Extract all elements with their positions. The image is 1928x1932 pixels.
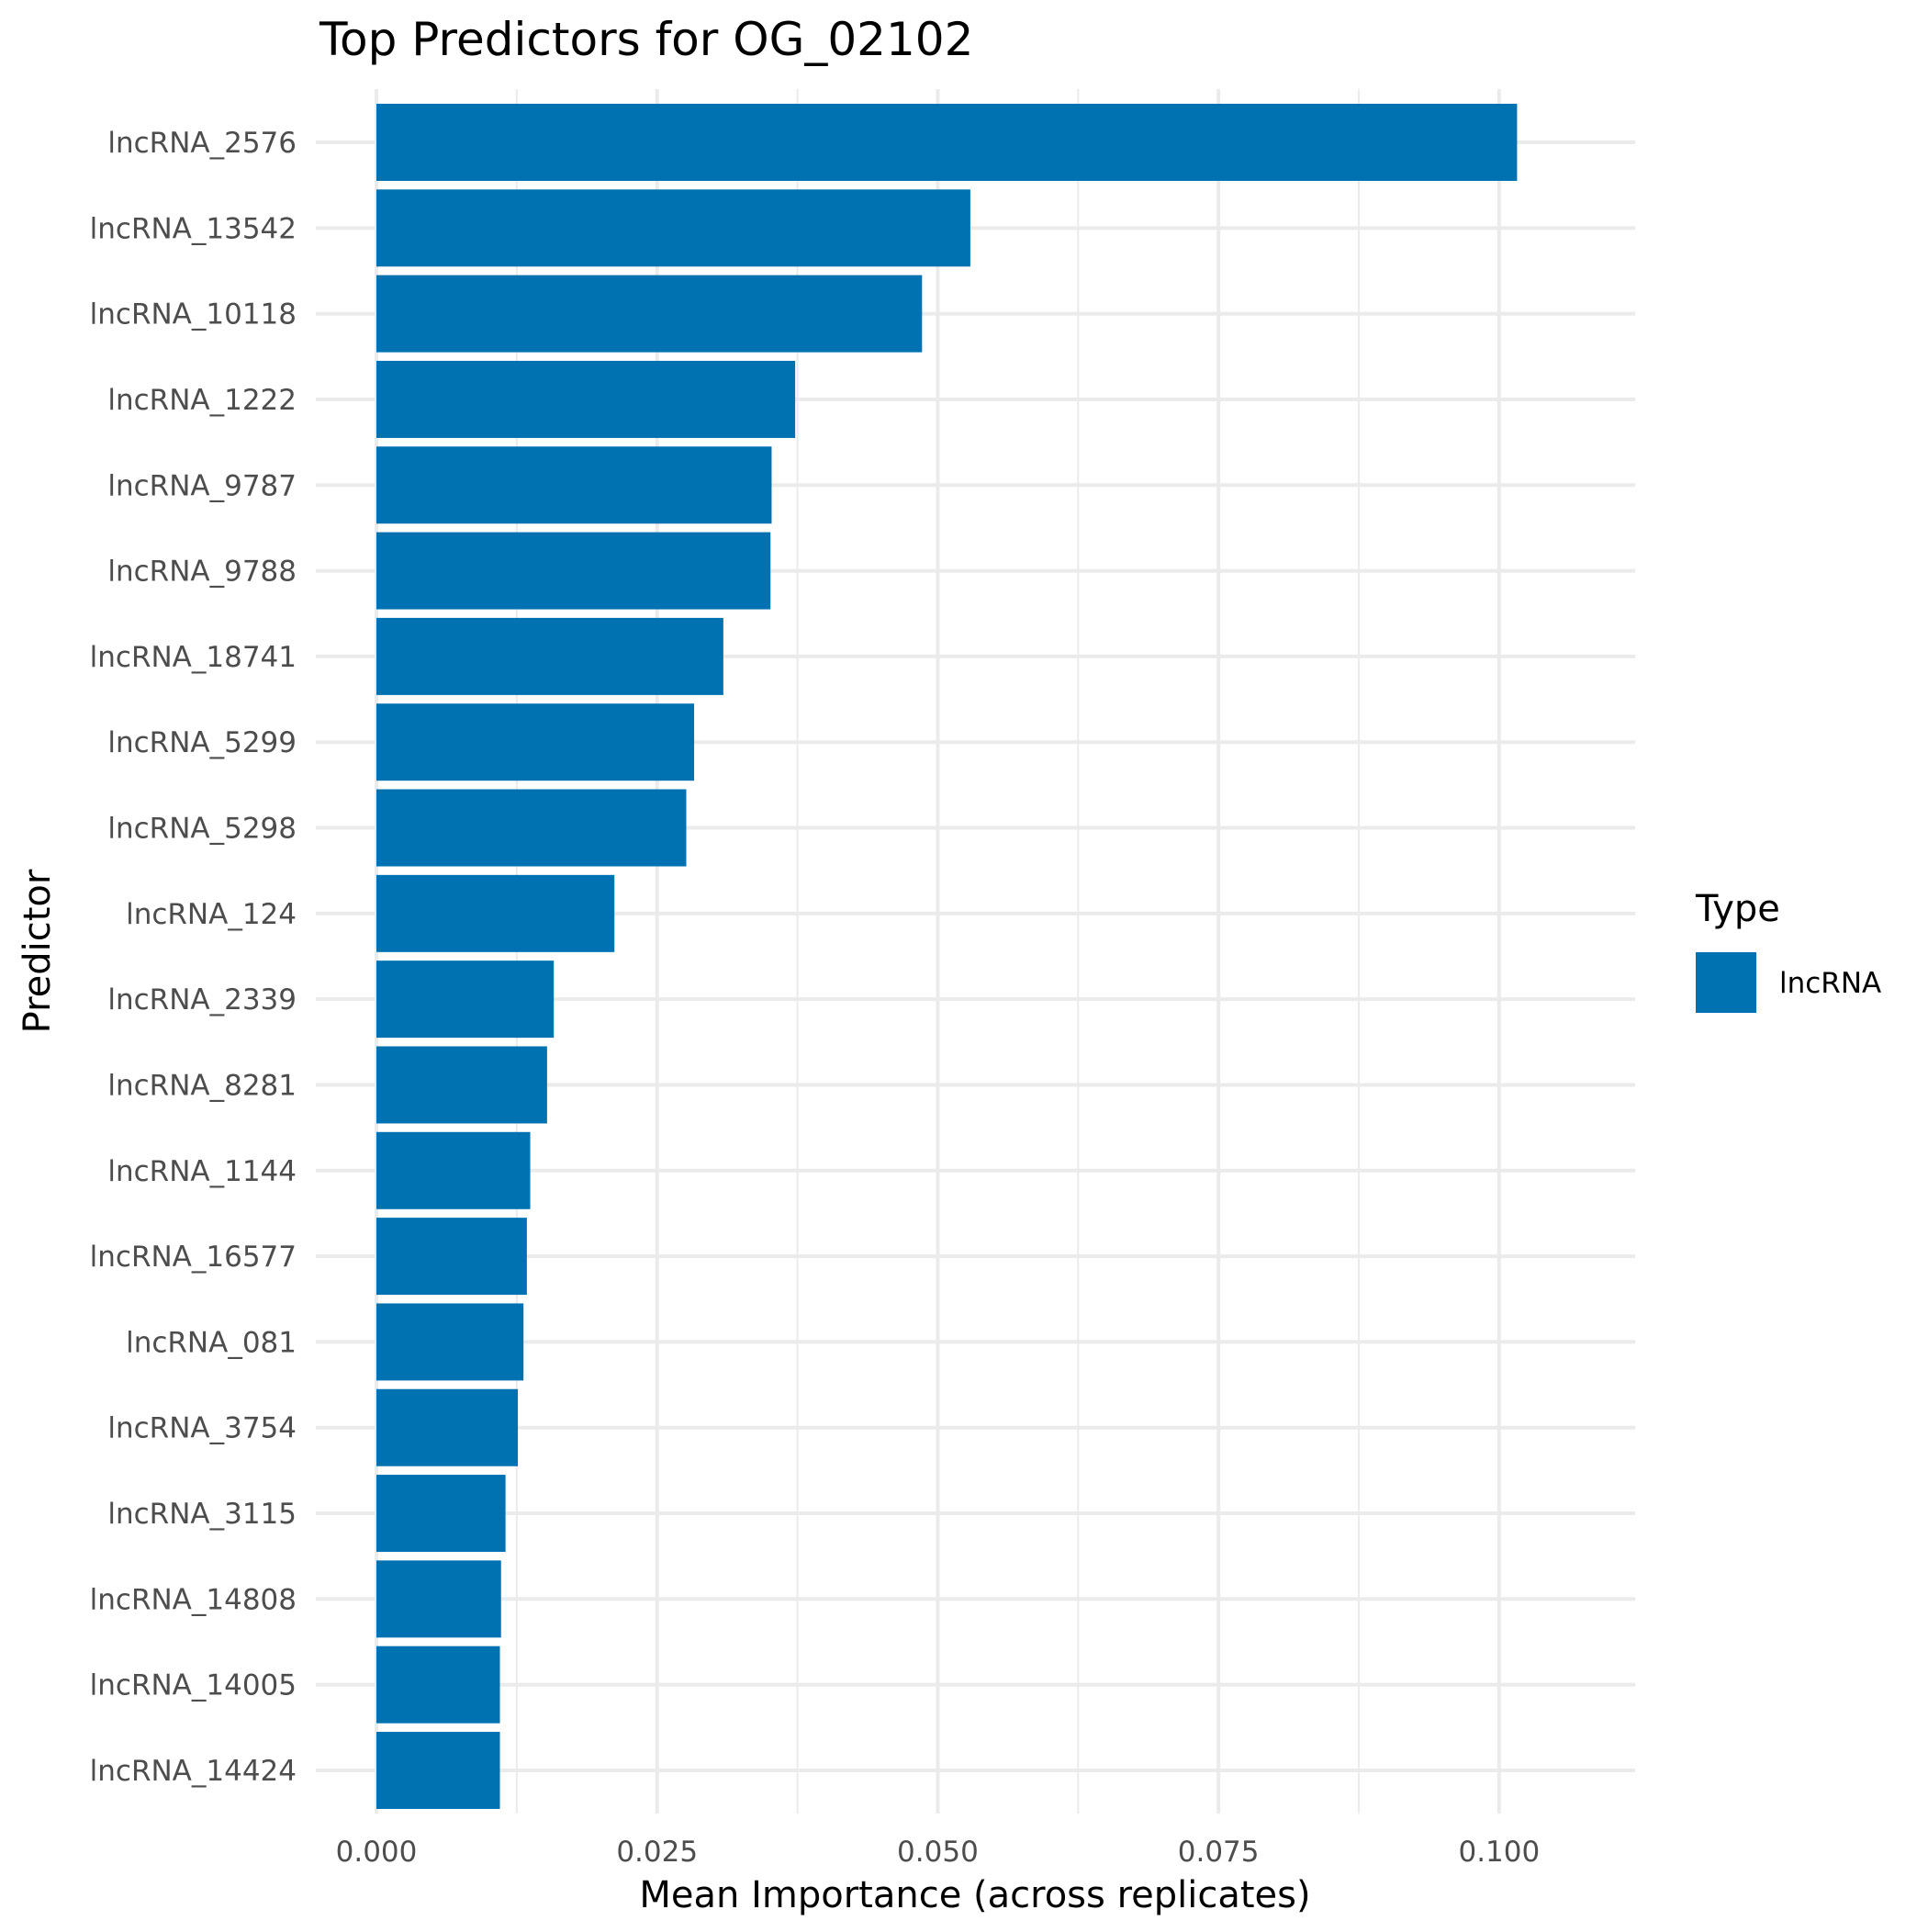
- bar-lncrna-18741: [376, 617, 723, 695]
- x-tick-label: 0.000: [336, 1836, 418, 1869]
- bar-lncrna-9788: [376, 532, 771, 610]
- y-tick-label: lncRNA_3754: [107, 1412, 297, 1445]
- y-tick-label: lncRNA_124: [126, 898, 297, 931]
- y-tick-label: lncRNA_10118: [90, 298, 297, 331]
- bar-lncrna-081: [376, 1303, 524, 1381]
- x-axis-title: Mean Importance (across replicates): [639, 1874, 1310, 1916]
- y-tick-label: lncRNA_14005: [90, 1669, 297, 1702]
- y-tick-label: lncRNA_8281: [107, 1069, 297, 1102]
- legend: Type lncRNA: [1695, 888, 1881, 1013]
- y-tick-label: lncRNA_1144: [107, 1155, 297, 1188]
- bar-lncrna-3115: [376, 1475, 506, 1553]
- y-tick-label: lncRNA_16577: [90, 1241, 297, 1274]
- x-tick-label: 0.075: [1178, 1836, 1260, 1869]
- legend-label-lncrna: lncRNA: [1779, 967, 1881, 1000]
- bar-lncrna-2576: [376, 104, 1518, 181]
- y-tick-label: lncRNA_13542: [90, 212, 297, 245]
- x-axis-tick-labels: 0.000 0.025 0.050 0.075 0.100: [336, 1836, 1541, 1869]
- x-tick-label: 0.100: [1458, 1836, 1540, 1869]
- y-axis-tick-labels: lncRNA_2576 lncRNA_13542 lncRNA_10118 lncRN…: [90, 127, 297, 1788]
- y-tick-label: lncRNA_1222: [107, 384, 297, 417]
- y-tick-label: lncRNA_3115: [107, 1498, 297, 1531]
- bar-lncrna-2339: [376, 960, 555, 1039]
- x-tick-label: 0.025: [616, 1836, 698, 1869]
- bar-lncrna-1222: [376, 360, 796, 438]
- bar-lncrna-5299: [376, 703, 695, 781]
- bar-lncrna-14808: [376, 1560, 501, 1638]
- y-tick-label: lncRNA_18741: [90, 641, 297, 674]
- bar-lncrna-1144: [376, 1131, 531, 1209]
- y-axis-title: Predictor: [17, 869, 59, 1033]
- y-tick-label: lncRNA_9788: [107, 556, 297, 589]
- y-tick-label: lncRNA_2576: [107, 127, 297, 160]
- bar-lncrna-3754: [376, 1388, 519, 1466]
- y-tick-label: lncRNA_081: [126, 1326, 297, 1359]
- bar-lncrna-14005: [376, 1646, 500, 1724]
- y-tick-label: lncRNA_9787: [107, 469, 297, 502]
- bar-lncrna-16577: [376, 1218, 527, 1296]
- legend-key-lncrna: [1696, 952, 1756, 1013]
- bar-lncrna-14424: [376, 1732, 500, 1809]
- y-tick-label: lncRNA_2339: [107, 983, 297, 1017]
- bar-lncrna-124: [376, 874, 615, 952]
- bar-lncrna-8281: [376, 1046, 547, 1124]
- bar-lncrna-5298: [376, 789, 687, 867]
- bars: [376, 104, 1518, 1809]
- chart-title: Top Predictors for OG_02102: [319, 13, 973, 66]
- bar-lncrna-10118: [376, 275, 923, 353]
- y-tick-label: lncRNA_14808: [90, 1583, 297, 1616]
- y-tick-label: lncRNA_5298: [107, 813, 297, 846]
- y-tick-label: lncRNA_14424: [90, 1755, 297, 1788]
- legend-title: Type: [1695, 888, 1780, 930]
- y-tick-label: lncRNA_5299: [107, 726, 297, 759]
- x-tick-label: 0.050: [897, 1836, 979, 1869]
- bar-lncrna-13542: [376, 189, 970, 267]
- bar-lncrna-9787: [376, 446, 772, 524]
